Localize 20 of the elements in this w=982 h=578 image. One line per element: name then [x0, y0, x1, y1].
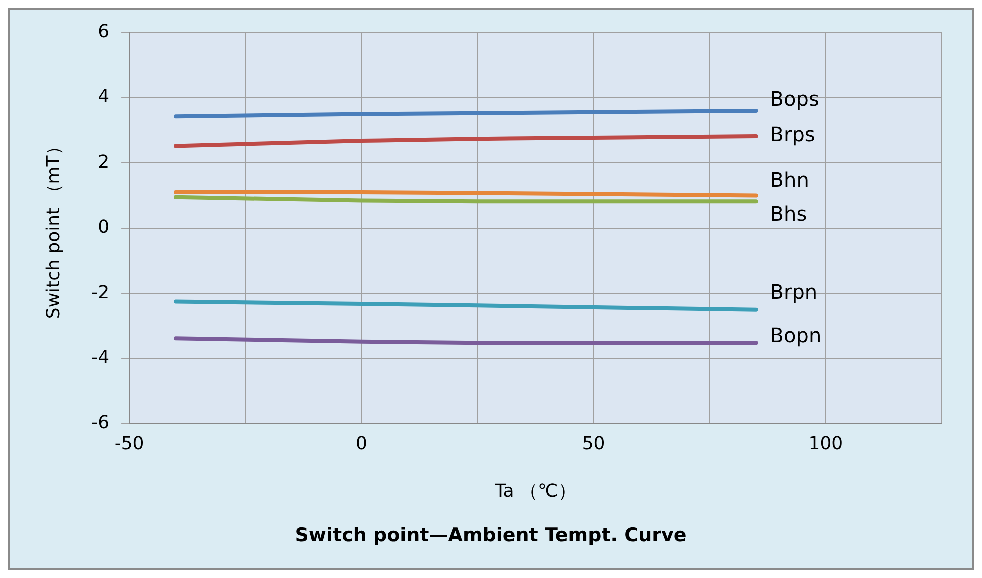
y-tick-label: 0 — [98, 217, 110, 238]
x-tick-label: 0 — [356, 433, 368, 454]
series-label: Bhn — [770, 168, 810, 192]
y-tick-label: -2 — [92, 282, 110, 304]
series-label: Bops — [770, 87, 820, 112]
series-label: Bopn — [770, 323, 822, 348]
series-label: Bhs — [770, 202, 808, 226]
x-tick-label: 50 — [582, 433, 606, 454]
y-tick-label: -6 — [92, 412, 110, 434]
y-tick-label: 4 — [98, 86, 110, 108]
text: Switch point—Ambient Tempt. Curve — [295, 524, 687, 547]
y-tick-label: -4 — [92, 347, 110, 368]
series-label: Brpn — [770, 280, 818, 304]
y-tick-label: 6 — [98, 21, 110, 42]
x-tick-label: 100 — [808, 433, 844, 454]
x-axis-title: Ta （℃） — [494, 481, 576, 502]
y-axis-title: Switch point （mT） — [43, 138, 64, 320]
series-label: Brps — [770, 122, 816, 147]
x-tick-label: -50 — [114, 433, 144, 454]
y-tick-label: 2 — [98, 152, 110, 173]
